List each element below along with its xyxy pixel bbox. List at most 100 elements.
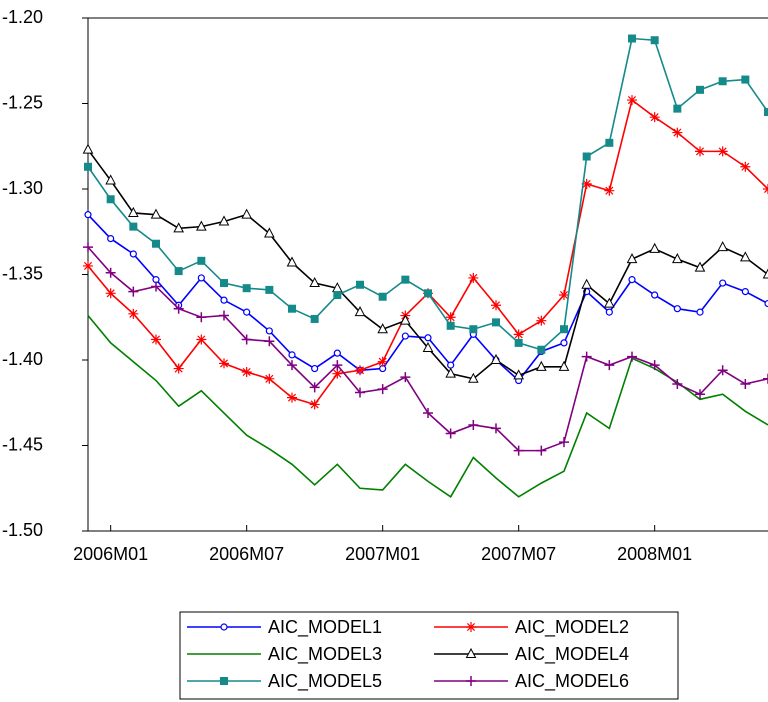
- data-point: [128, 206, 139, 217]
- data-point: [129, 250, 137, 258]
- marker: [628, 276, 636, 284]
- data-point: [83, 242, 93, 253]
- marker: [220, 623, 228, 631]
- marker: [311, 364, 319, 373]
- marker: [582, 152, 591, 161]
- data-point: [649, 360, 660, 371]
- data-point: [628, 34, 636, 43]
- marker: [310, 314, 319, 323]
- marker: [288, 351, 296, 359]
- data-point: [219, 358, 229, 369]
- marker: [400, 372, 411, 383]
- data-point: [241, 366, 252, 377]
- legend-marker: [466, 622, 476, 632]
- data-point: [536, 445, 547, 456]
- data-point: [83, 260, 93, 271]
- data-point: [264, 227, 275, 238]
- data-point: [106, 195, 115, 204]
- data-point: [128, 308, 139, 319]
- data-point: [423, 408, 433, 419]
- data-point: [741, 288, 749, 296]
- marker: [468, 372, 479, 383]
- marker: [581, 351, 592, 362]
- marker: [445, 312, 456, 323]
- marker: [196, 312, 207, 323]
- data-point: [105, 267, 116, 278]
- marker: [604, 360, 615, 371]
- data-point: [82, 143, 94, 154]
- x-tick-label: 2007M01: [345, 544, 420, 564]
- data-point: [696, 85, 704, 94]
- data-point: [740, 161, 751, 172]
- data-point: [241, 208, 252, 219]
- marker: [83, 260, 93, 271]
- data-point: [762, 268, 768, 279]
- marker: [355, 387, 365, 398]
- data-point: [559, 437, 569, 448]
- marker: [605, 308, 613, 316]
- data-point: [719, 279, 727, 287]
- marker: [447, 361, 455, 369]
- data-point: [491, 423, 501, 434]
- data-point: [333, 349, 341, 357]
- marker: [491, 423, 501, 434]
- marker: [672, 378, 683, 389]
- data-point: [560, 325, 568, 334]
- data-point: [581, 351, 592, 362]
- data-point: [651, 291, 659, 299]
- legend-marker: [465, 647, 477, 658]
- marker: [627, 95, 637, 106]
- marker: [82, 143, 94, 154]
- marker: [492, 318, 500, 327]
- data-point: [581, 278, 592, 289]
- marker: [309, 382, 320, 393]
- legend-marker: [220, 677, 228, 685]
- data-point: [264, 373, 275, 384]
- marker: [695, 389, 705, 400]
- x-tick-label: 2006M07: [209, 544, 284, 564]
- data-point: [536, 360, 547, 371]
- data-point: [673, 305, 681, 313]
- data-point: [355, 387, 365, 398]
- marker: [513, 369, 524, 380]
- marker: [333, 349, 341, 357]
- marker: [151, 281, 161, 292]
- marker: [605, 138, 614, 147]
- marker: [332, 360, 343, 371]
- data-point: [401, 332, 409, 340]
- marker: [536, 360, 547, 371]
- data-point: [764, 108, 768, 117]
- marker: [491, 300, 501, 311]
- marker: [468, 272, 479, 283]
- marker: [422, 341, 434, 353]
- marker: [718, 77, 727, 86]
- marker: [286, 256, 298, 267]
- marker: [536, 315, 547, 326]
- data-point: [468, 372, 479, 383]
- data-point: [286, 256, 298, 267]
- data-point: [220, 279, 228, 288]
- x-tick-label: 2008M01: [617, 544, 692, 564]
- marker: [356, 280, 364, 289]
- data-point: [445, 428, 456, 439]
- marker: [423, 408, 433, 419]
- marker: [672, 127, 683, 138]
- data-point: [333, 291, 342, 300]
- data-point: [695, 389, 705, 400]
- data-point: [492, 318, 500, 327]
- marker: [128, 308, 139, 319]
- data-point: [265, 327, 273, 335]
- marker: [581, 278, 592, 289]
- data-point: [107, 234, 115, 243]
- marker: [696, 308, 704, 316]
- marker: [243, 308, 251, 316]
- marker: [695, 146, 705, 157]
- marker: [604, 185, 615, 196]
- data-point: [151, 281, 161, 292]
- data-point: [672, 127, 683, 138]
- data-point: [309, 382, 320, 393]
- data-point: [355, 365, 365, 376]
- marker: [424, 289, 432, 298]
- data-point: [604, 185, 615, 196]
